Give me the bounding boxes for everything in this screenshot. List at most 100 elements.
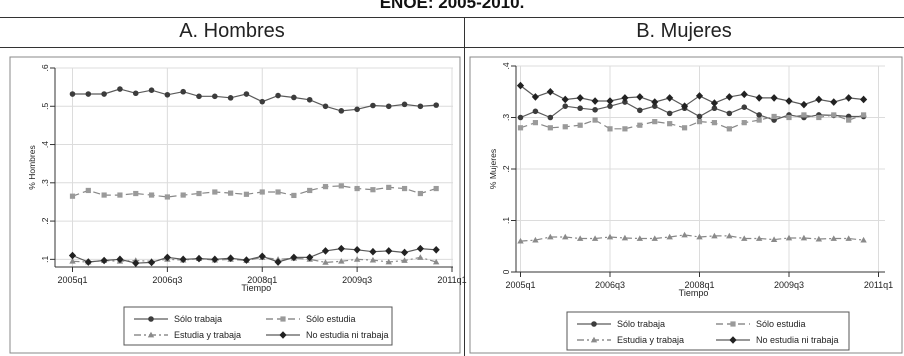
p1-series-3-point-3	[116, 255, 124, 264]
p1-series-1-point-20	[386, 184, 392, 190]
p2-series-3-point-11	[680, 102, 689, 110]
p2-series-3-point-2	[546, 87, 554, 96]
legend-marker-p2-3	[729, 336, 737, 344]
p2-series-0-point-10	[666, 110, 673, 117]
p1-series-3-point-7	[179, 255, 187, 264]
p2-series-0-point-2	[547, 114, 554, 121]
table-header-rule	[0, 47, 904, 48]
p2-series-0-point-3	[562, 103, 569, 109]
legend-marker-p1-3	[279, 331, 287, 339]
p1-x-axis-label: Tiempo	[241, 283, 271, 293]
p2-series-3-point-15	[740, 90, 748, 99]
p2-series-2-point-9	[651, 235, 658, 241]
p1-legend-box	[123, 306, 393, 346]
p1-series-3-point-12	[258, 252, 266, 261]
p2-series-0-point-4	[577, 105, 583, 112]
p2-legend-label-1: Sólo estudia	[756, 319, 806, 329]
p2-series-line-3	[520, 85, 864, 107]
p2-series-3-point-23	[859, 95, 868, 104]
p1-series-3-point-19	[369, 247, 377, 256]
p2-series-2-point-1	[532, 236, 539, 243]
p2-series-1-point-14	[726, 126, 732, 132]
p1-series-0-point-21	[401, 101, 408, 108]
p1-legend-label-0: Sólo trabaja	[174, 314, 222, 324]
p2-series-2-point-18	[785, 234, 793, 241]
p2-series-3-point-14	[725, 93, 733, 101]
p1-series-3-point-15	[306, 253, 314, 262]
p1-series-1-point-0	[69, 193, 76, 199]
p1-y-tick-label-4: .5	[40, 102, 50, 109]
p2-x-tick-label-4: 2011q1	[864, 280, 893, 290]
p2-series-3-point-21	[830, 98, 838, 106]
p2-series-0-point-5	[592, 106, 598, 113]
page-title: ENOE: 2005-2010.	[379, 0, 525, 12]
p2-series-1-point-4	[577, 122, 583, 128]
p2-series-1-point-15	[741, 120, 747, 126]
p2-series-3-point-22	[845, 94, 853, 102]
p2-series-1-point-23	[860, 112, 867, 118]
p1-x-tick-label-1: 2006q3	[152, 275, 182, 285]
p2-x-axis-label: Tiempo	[679, 288, 709, 298]
p2-series-1-point-3	[562, 124, 568, 130]
p1-series-3-point-14	[290, 253, 298, 262]
p1-series-0-point-17	[338, 108, 345, 114]
p1-series-3-point-11	[242, 256, 251, 264]
p2-x-tick-label-1: 2006q3	[595, 280, 625, 290]
p2-series-1-point-21	[831, 112, 837, 118]
p1-series-1-point-14	[291, 192, 297, 199]
p2-series-2-point-17	[770, 236, 778, 242]
p1-series-1-point-18	[354, 185, 360, 192]
p2-series-2-point-22	[845, 235, 852, 241]
p1-series-0-point-10	[227, 95, 234, 101]
p1-y-tick-label-3: .4	[40, 141, 50, 148]
p1-series-3-point-2	[100, 256, 108, 265]
p1-series-0-point-14	[291, 94, 297, 101]
p1-series-1-point-10	[228, 190, 234, 196]
p2-series-0-point-7	[622, 99, 628, 105]
p2-x-tick-label-3: 2009q3	[774, 280, 804, 290]
p2-series-1-point-8	[637, 122, 643, 128]
legend-marker-p2-0	[591, 321, 597, 327]
p1-series-1-point-2	[101, 192, 107, 198]
panel-title-mujeres: B. Mujeres	[636, 20, 732, 42]
p1-series-1-point-23	[433, 185, 439, 192]
p2-series-0-point-16	[756, 112, 762, 118]
p2-series-2-point-21	[830, 235, 837, 241]
p2-series-3-point-16	[755, 94, 763, 102]
p1-series-2-point-21	[401, 257, 408, 263]
p2-plot-frame	[469, 56, 903, 354]
p2-y-axis-label: % Mujeres	[488, 149, 498, 189]
p1-series-1-point-16	[322, 184, 329, 190]
p1-series-0-point-18	[354, 106, 360, 113]
p1-series-1-point-5	[148, 192, 155, 198]
p1-series-3-point-5	[147, 258, 156, 267]
p2-series-0-point-8	[637, 107, 643, 114]
legend-marker-p1-1	[280, 316, 286, 322]
p2-x-tick-label-0: 2005q1	[505, 280, 535, 290]
p2-series-2-point-16	[755, 235, 763, 241]
legend-marker-p2-1	[730, 321, 736, 327]
p1-series-3-point-9	[211, 255, 219, 264]
p2-series-1-point-20	[816, 114, 822, 121]
p1-series-2-point-16	[322, 259, 329, 265]
p2-series-3-point-12	[695, 92, 704, 100]
p1-series-0-point-15	[306, 96, 313, 103]
p1-series-1-point-1	[85, 187, 91, 194]
p1-series-0-point-0	[69, 91, 76, 97]
p2-series-2-point-13	[711, 232, 718, 239]
p1-series-0-point-5	[148, 87, 155, 93]
p2-y-tick-label-2: .2	[501, 165, 511, 172]
p1-series-0-point-8	[196, 93, 202, 100]
p1-series-3-point-4	[132, 259, 140, 267]
p2-series-2-point-11	[681, 231, 688, 238]
p1-y-tick-label-2: .3	[40, 179, 50, 186]
p1-series-1-point-6	[164, 194, 170, 200]
p1-series-0-point-7	[180, 88, 186, 95]
p2-series-3-point-8	[636, 93, 644, 101]
p2-series-3-point-1	[531, 93, 540, 101]
p1-series-3-point-16	[321, 247, 330, 255]
p1-series-line-0	[72, 88, 437, 112]
p1-series-1-point-15	[307, 187, 313, 194]
p1-series-0-point-11	[243, 91, 250, 97]
